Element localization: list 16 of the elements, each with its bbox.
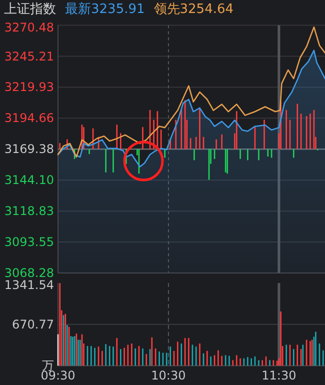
y-tick-label: 3068.28 bbox=[4, 266, 54, 280]
y-tick-label: 670.77 bbox=[12, 317, 54, 332]
y-tick-label: 3270.48 bbox=[4, 20, 54, 34]
x-tick-label: 11:30 bbox=[262, 368, 296, 383]
y-tick-label: 3118.83 bbox=[4, 204, 54, 218]
y-tick-label: 1341.54 bbox=[4, 278, 54, 292]
chart-title: 上证指数 bbox=[4, 2, 56, 17]
y-tick-label: 3219.93 bbox=[4, 80, 54, 94]
y-tick-label: 3093.55 bbox=[4, 235, 54, 250]
text: 领先3254.64 bbox=[154, 2, 234, 17]
y-tick-label: 3245.21 bbox=[4, 49, 54, 64]
x-tick-label: 10:30 bbox=[151, 368, 186, 383]
y-tick-label: 3194.66 bbox=[4, 111, 54, 126]
y-tick-label: 3144.10 bbox=[4, 173, 54, 188]
y-tick-label: 3169.38 bbox=[4, 142, 54, 156]
text: 最新3235.91 bbox=[65, 2, 145, 17]
